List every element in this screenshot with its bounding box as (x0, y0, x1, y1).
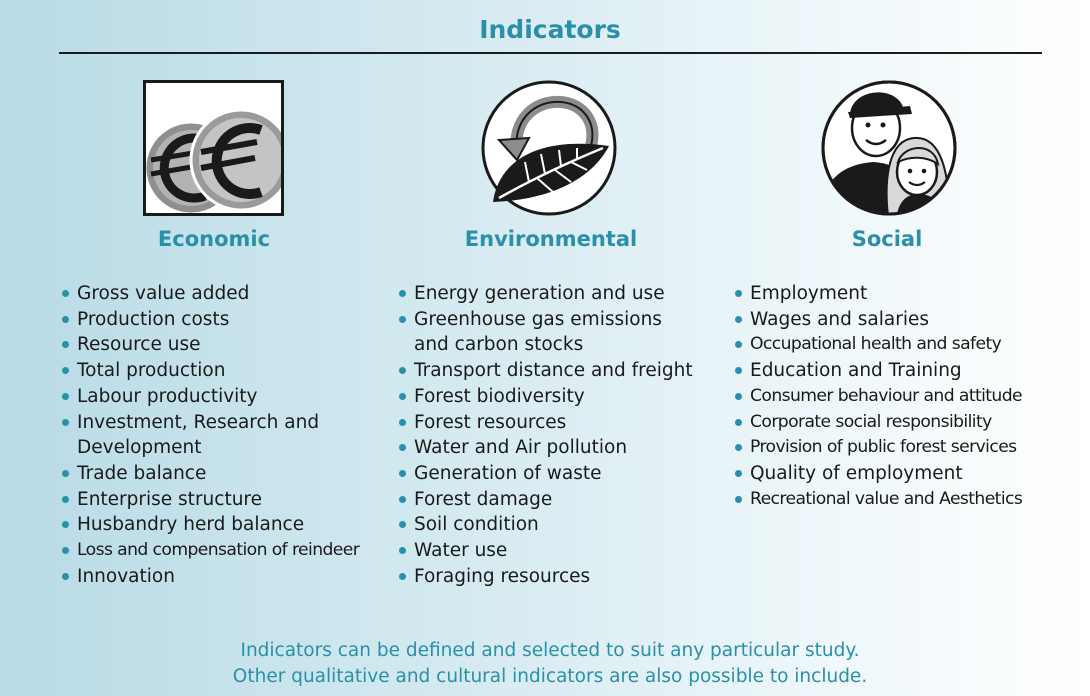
list-item: Labour productivity (60, 384, 359, 410)
list-item: Soil condition (397, 512, 693, 538)
footer-line-2: Other qualitative and cultural indicator… (232, 666, 868, 687)
list-item: Forest damage (397, 487, 693, 513)
social-indicator-list: Employment Wages and salaries Occupation… (733, 281, 1023, 513)
list-item: Corporate social responsibility (733, 410, 1022, 436)
list-item: Trade balance (60, 461, 359, 487)
list-item: Occupational health and safety (733, 332, 1022, 358)
heading-social: Social (851, 227, 923, 251)
economic-indicator-list: Gross value added Production costs Resou… (60, 281, 360, 590)
list-item: Forest resources (397, 410, 693, 436)
list-item: Education and Training (733, 358, 1022, 384)
list-item: Gross value added (60, 281, 359, 307)
list-item: Investment, Research and Development (60, 410, 337, 461)
list-item: Resource use (60, 332, 359, 358)
page-title: Indicators (479, 15, 621, 44)
list-item: Transport distance and freight (397, 358, 693, 384)
heading-environmental: Environmental (464, 227, 638, 251)
list-item: Consumer behaviour and attitude (733, 384, 1023, 410)
list-item: Production costs (60, 307, 359, 333)
euro-coins-icon (143, 80, 284, 216)
list-item: Total production (60, 358, 359, 384)
footer-line-1: Indicators can be defined and selected t… (240, 640, 860, 661)
people-icon (818, 80, 960, 216)
list-item: Foraging resources (397, 564, 693, 590)
list-item: Employment (733, 281, 1022, 307)
leaf-cycle-icon (479, 80, 619, 216)
list-item: Enterprise structure (60, 487, 359, 513)
list-item: Greenhouse gas emissions and carbon stoc… (397, 307, 689, 358)
heading-economic: Economic (157, 227, 271, 251)
list-item: Quality of employment (733, 461, 1022, 487)
list-item: Recreational value and Aesthetics (733, 487, 1023, 513)
list-item: Forest biodiversity (397, 384, 693, 410)
list-item: Water and Air pollution (397, 435, 693, 461)
list-item: Wages and salaries (733, 307, 1022, 333)
list-item: Husbandry herd balance (60, 512, 359, 538)
list-item: Generation of waste (397, 461, 693, 487)
list-item: Loss and compensation of reindeer (60, 538, 360, 564)
list-item: Innovation (60, 564, 359, 590)
list-item: Provision of public forest services (733, 435, 1022, 461)
list-item: Energy generation and use (397, 281, 693, 307)
list-item: Water use (397, 538, 693, 564)
title-divider (59, 52, 1042, 54)
environmental-indicator-list: Energy generation and use Greenhouse gas… (397, 281, 693, 589)
